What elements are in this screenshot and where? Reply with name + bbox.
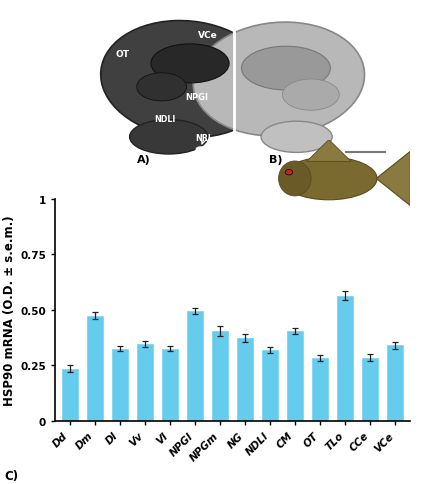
Y-axis label: HSP90 mRNA (O.D. ± s.e.m.): HSP90 mRNA (O.D. ± s.e.m.) — [3, 215, 16, 406]
Ellipse shape — [151, 45, 229, 84]
Bar — [112, 349, 128, 421]
Text: B): B) — [269, 154, 282, 165]
Bar — [287, 332, 303, 421]
Ellipse shape — [137, 74, 187, 102]
Ellipse shape — [281, 158, 377, 200]
Polygon shape — [376, 152, 410, 206]
Bar — [212, 332, 228, 421]
Text: NDLl: NDLl — [154, 115, 176, 124]
Bar — [137, 345, 153, 421]
Bar — [337, 296, 353, 421]
Text: A): A) — [137, 154, 151, 165]
Ellipse shape — [242, 47, 330, 91]
Ellipse shape — [129, 121, 208, 155]
Text: NRL: NRL — [195, 134, 213, 143]
Text: C): C) — [4, 469, 18, 482]
Ellipse shape — [283, 80, 339, 111]
Polygon shape — [307, 140, 351, 162]
Ellipse shape — [278, 162, 311, 197]
Bar — [162, 349, 178, 421]
Bar — [237, 338, 253, 421]
Ellipse shape — [261, 122, 332, 153]
Bar — [62, 369, 78, 421]
Text: NPGl: NPGl — [186, 93, 209, 102]
Ellipse shape — [101, 21, 272, 138]
Text: OT: OT — [115, 49, 129, 59]
Ellipse shape — [285, 170, 293, 176]
Bar — [312, 358, 328, 421]
Bar — [262, 350, 278, 421]
Bar — [187, 311, 203, 421]
Ellipse shape — [193, 23, 365, 136]
Ellipse shape — [196, 148, 205, 152]
Bar — [387, 346, 404, 421]
Text: VCe: VCe — [198, 31, 218, 40]
Bar — [87, 316, 103, 421]
Bar — [362, 358, 379, 421]
